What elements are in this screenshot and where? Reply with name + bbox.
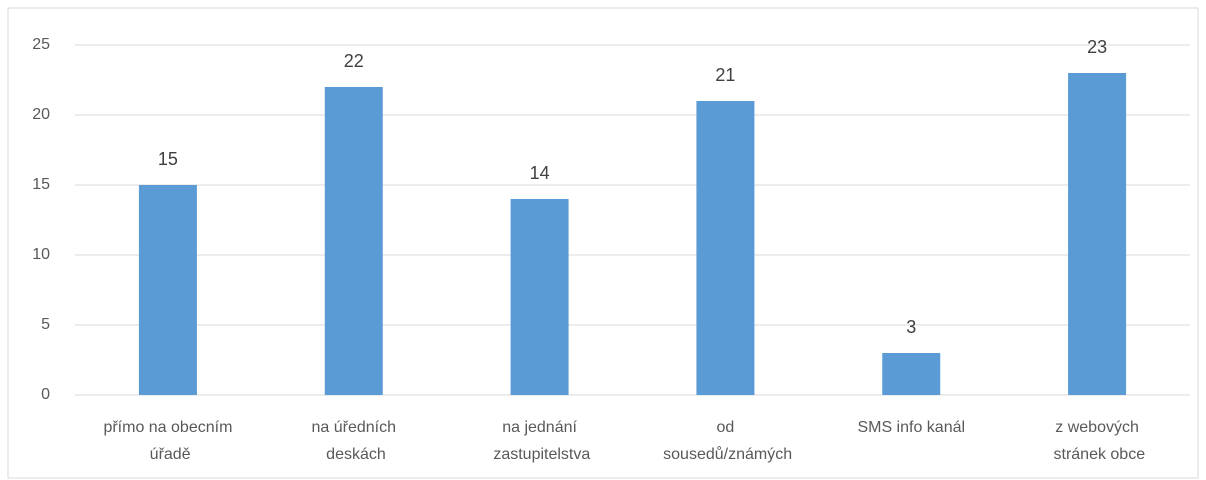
data-label: 23 (1087, 37, 1107, 57)
bar (324, 87, 383, 395)
data-label: 22 (344, 51, 364, 71)
y-tick-label: 20 (32, 106, 50, 123)
y-tick-label: 0 (41, 386, 50, 403)
x-tick-label: od sousedů/známých (659, 419, 792, 463)
data-label: 15 (158, 149, 178, 169)
x-tick-label: z webových stránek obce (1049, 419, 1145, 463)
bar (696, 101, 755, 395)
bar (1068, 73, 1127, 395)
y-tick-label: 15 (32, 176, 50, 193)
data-label: 21 (715, 65, 735, 85)
x-tick-label: na jednání zastupitelstva (489, 419, 590, 463)
bar (510, 199, 569, 395)
data-label: 14 (530, 163, 550, 183)
x-tick-label: přímo na obecním úřadě (103, 419, 232, 463)
y-tick-label: 5 (41, 316, 50, 333)
bar (138, 185, 197, 395)
y-tick-label: 10 (32, 246, 50, 263)
chart-frame (7, 7, 1199, 479)
x-tick-label: SMS info kanál (857, 419, 965, 436)
x-tick-label: na úředních deskách (311, 419, 396, 463)
y-tick-label: 25 (32, 36, 50, 53)
data-label: 3 (906, 317, 916, 337)
bar (882, 353, 941, 395)
